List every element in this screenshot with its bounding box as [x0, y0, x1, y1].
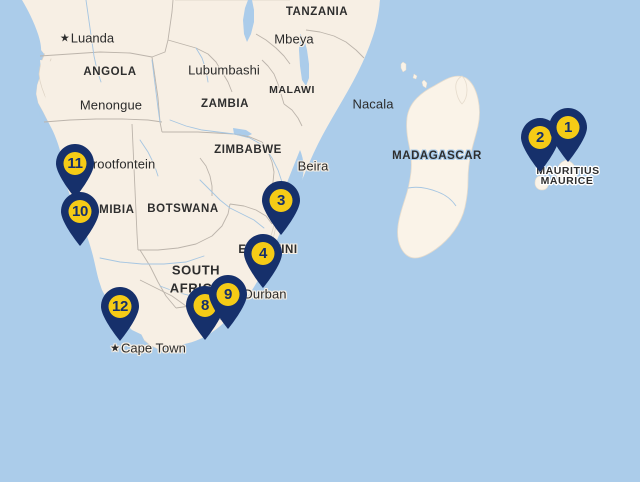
map-marker-12[interactable]: 12	[98, 286, 142, 342]
river-zambezi	[169, 119, 283, 183]
border-southafrica-mozambique	[229, 203, 273, 225]
pin-shape	[244, 234, 282, 288]
river-orange	[99, 255, 205, 265]
river-cuando	[151, 59, 161, 123]
madagascar-river	[407, 186, 457, 207]
pin-shape	[521, 118, 559, 172]
border-sa-provinces-1	[139, 249, 177, 309]
river-congo-trib	[195, 47, 209, 83]
rivers	[85, 0, 283, 299]
river-limpopo	[199, 179, 265, 229]
border-malawi-mozambique	[283, 103, 303, 127]
border-zambia-zimbabwe	[162, 131, 263, 143]
border-zambia-drc	[167, 39, 233, 93]
border-botswana-southafrica	[138, 203, 231, 251]
border-angola-drc	[39, 0, 174, 58]
mauritius-islands	[534, 159, 577, 191]
land-south	[40, 60, 280, 343]
lake-tanganyika	[243, 0, 254, 42]
border-namibia-botswana	[131, 123, 139, 251]
comoros-island-3	[421, 79, 428, 89]
map-marker-9[interactable]: 9	[206, 274, 250, 330]
border-zambia-malawi	[261, 59, 285, 105]
border-zimbabwe-botswana	[199, 157, 213, 196]
border-sa-provinces-3	[139, 279, 187, 307]
land-northwest	[0, 0, 175, 80]
border-angola-namibia	[43, 118, 163, 123]
map-marker-11[interactable]: 11	[53, 143, 97, 199]
comoros-island-2	[412, 73, 418, 80]
river-okavango	[139, 139, 159, 177]
reunion-island	[534, 175, 549, 191]
pin-shape	[209, 275, 247, 329]
pin-shape	[101, 287, 139, 341]
border-tanzania-mozambique	[305, 29, 365, 59]
madagascar-shape	[397, 75, 480, 259]
lake-malawi	[299, 34, 309, 86]
pin-shape	[549, 108, 587, 162]
map-marker-3[interactable]: 3	[259, 180, 303, 236]
pin-shape	[262, 181, 300, 235]
pin-shape	[61, 192, 99, 246]
border-tanzania-zambia	[255, 33, 291, 65]
river-kwango	[85, 0, 102, 83]
comoros-islands	[400, 61, 428, 89]
pin-shape	[56, 144, 94, 198]
comoros-island-1	[400, 61, 407, 73]
mauritius-island	[555, 159, 577, 185]
madagascar-island	[397, 75, 480, 259]
madagascar-north-tip	[455, 75, 468, 105]
map-marker-1[interactable]: 1	[546, 107, 590, 163]
map-marker-10[interactable]: 10	[58, 191, 102, 247]
